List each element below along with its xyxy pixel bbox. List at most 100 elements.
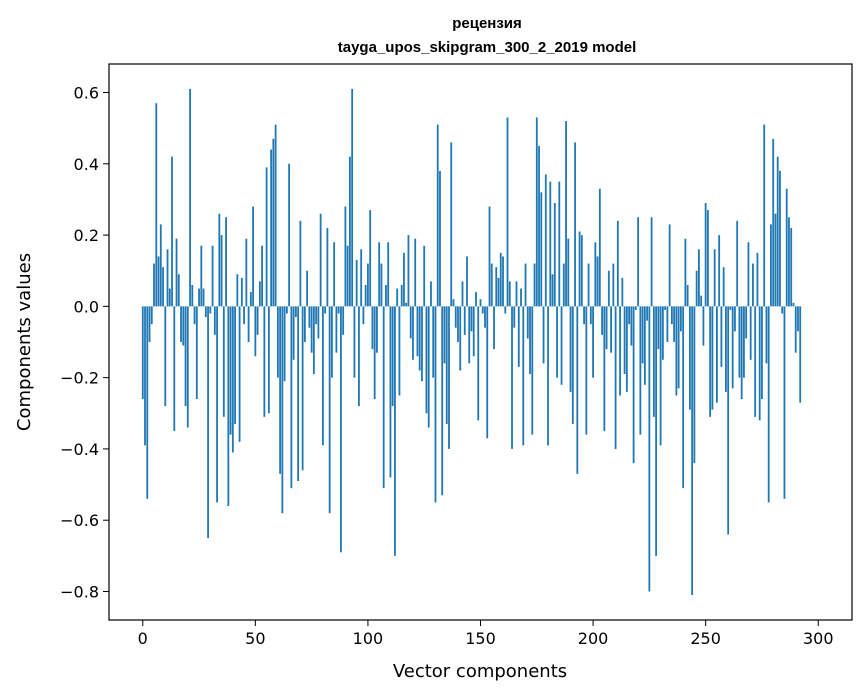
- bar-191: [571, 306, 574, 424]
- bar-165: [513, 306, 516, 328]
- bar-140: [457, 306, 459, 342]
- bar-247: [698, 249, 700, 307]
- bar-278: [767, 306, 770, 503]
- bar-85: [333, 242, 336, 307]
- x-tick-label: 250: [690, 629, 721, 648]
- bar-254: [713, 249, 716, 307]
- bar-16: [177, 274, 180, 307]
- bar-74: [308, 306, 311, 328]
- bar-129: [432, 306, 435, 378]
- bar-220: [637, 217, 640, 307]
- bar-116: [403, 252, 405, 307]
- bar-95: [355, 260, 358, 307]
- bar-30: [209, 306, 212, 314]
- bar-107: [382, 306, 385, 489]
- x-axis-label: Vector components: [393, 661, 567, 682]
- bar-83: [328, 306, 331, 514]
- x-tick-label: 0: [138, 629, 148, 648]
- bar-166: [515, 281, 518, 307]
- bar-39: [229, 306, 232, 435]
- bar-106: [380, 263, 383, 307]
- bar-110: [389, 306, 392, 478]
- bar-263: [734, 306, 736, 332]
- bar-212: [619, 306, 621, 396]
- bar-195: [580, 235, 583, 307]
- bar-201: [594, 242, 597, 307]
- bar-250: [704, 203, 707, 307]
- bar-178: [542, 306, 545, 364]
- bar-33: [216, 306, 218, 503]
- bar-215: [625, 306, 628, 392]
- bar-287: [788, 217, 790, 307]
- bar-92: [349, 156, 351, 307]
- bar-27: [202, 288, 205, 307]
- bar-213: [621, 277, 624, 307]
- bar-8: [159, 224, 162, 307]
- bar-284: [781, 306, 784, 314]
- bar-22: [191, 284, 194, 307]
- bar-168: [520, 288, 522, 307]
- bar-152: [484, 306, 486, 328]
- bar-150: [479, 299, 482, 307]
- bar-118: [407, 235, 410, 307]
- x-tick-label: 300: [803, 629, 834, 648]
- bar-131: [436, 124, 439, 307]
- bar-257: [720, 306, 723, 367]
- x-axis-ticks: 0 50 100 150 200 250 300: [138, 620, 834, 648]
- bar-291: [797, 306, 799, 332]
- bar-216: [628, 306, 630, 325]
- bar-209: [612, 263, 615, 307]
- bar-180: [547, 306, 549, 446]
- bar-288: [790, 227, 793, 307]
- bar-59: [274, 124, 277, 307]
- bar-261: [729, 306, 732, 310]
- bar-25: [198, 288, 200, 307]
- bar-93: [351, 88, 354, 307]
- bar-52: [258, 281, 261, 307]
- bar-11: [166, 249, 169, 307]
- bar-44: [240, 277, 243, 307]
- bar-232: [664, 306, 667, 310]
- y-tick-label: −0.8: [60, 582, 99, 601]
- bar-164: [511, 306, 513, 449]
- bar-51: [256, 306, 259, 335]
- bar-108: [385, 284, 387, 307]
- y-tick-label: −0.4: [60, 440, 99, 459]
- bar-31: [211, 245, 214, 307]
- bar-133: [441, 306, 444, 496]
- bar-41: [234, 306, 236, 424]
- bar-91: [346, 245, 349, 307]
- bar-236: [673, 306, 676, 342]
- bar-54: [263, 306, 266, 417]
- bar-81: [324, 306, 327, 314]
- bar-242: [686, 284, 689, 307]
- bar-115: [400, 284, 403, 307]
- bar-89: [342, 306, 345, 335]
- y-axis-ticks: −0.8 −0.6 −0.4 −0.2 0.0 0.2 0.4 0.6: [60, 84, 109, 601]
- bar-114: [398, 306, 401, 396]
- bar-2: [146, 306, 149, 499]
- bar-197: [585, 306, 588, 435]
- bar-134: [443, 306, 446, 364]
- bar-237: [675, 306, 678, 396]
- bar-79: [319, 213, 322, 307]
- bar-162: [506, 117, 509, 307]
- bar-248: [700, 295, 703, 307]
- bar-28: [204, 306, 207, 318]
- bar-122: [416, 306, 419, 357]
- bar-160: [502, 256, 504, 307]
- bar-100: [367, 263, 369, 307]
- bar-196: [583, 306, 585, 325]
- bar-192: [574, 142, 576, 307]
- bar-189: [567, 238, 570, 307]
- y-axis-label: Components values: [14, 253, 35, 431]
- bar-21: [189, 88, 191, 307]
- bar-3: [148, 306, 151, 342]
- bar-111: [391, 306, 394, 407]
- bar-55: [265, 167, 268, 307]
- bar-229: [657, 306, 660, 350]
- bar-37: [225, 217, 227, 307]
- bar-77: [315, 306, 318, 325]
- bar-223: [643, 306, 646, 385]
- bar-104: [376, 306, 378, 353]
